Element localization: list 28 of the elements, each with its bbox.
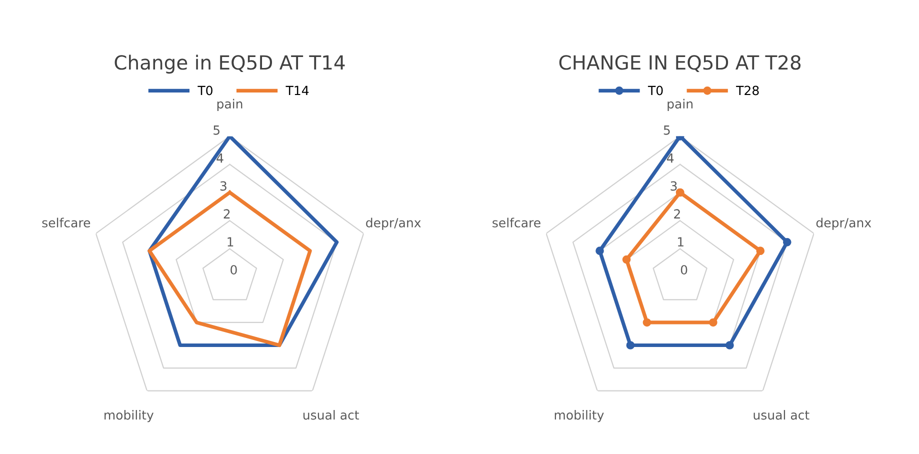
chart-title: CHANGE IN EQ5D AT T28: [559, 55, 801, 72]
legend-label: T28: [736, 86, 759, 96]
y-tick-label: 5: [664, 126, 670, 135]
spoke-label: depr/anx: [816, 218, 872, 230]
spoke-label: mobility: [554, 410, 604, 422]
legend-label: T14: [286, 86, 309, 96]
legend-label: T0: [648, 86, 663, 96]
y-tick-label: 1: [678, 237, 684, 246]
y-tick-label: 4: [666, 153, 674, 163]
spoke-label: usual act: [303, 410, 359, 420]
spoke-label: pain: [668, 98, 692, 111]
y-tick-label: 3: [670, 181, 677, 191]
spoke-label: depr/anx: [366, 218, 421, 230]
legend-label: T0: [198, 86, 212, 96]
y-tick-label: 1: [228, 237, 234, 246]
chart-title: Change in EQ5D AT T14: [114, 54, 345, 74]
y-tick-label: 0: [230, 265, 237, 275]
spoke-label: pain: [217, 98, 242, 111]
spoke-label: usual act: [754, 410, 810, 420]
y-tick-label: 3: [220, 181, 226, 191]
spoke-label: selfcare: [42, 218, 90, 228]
y-tick-label: 4: [216, 153, 224, 163]
spoke-label: selfcare: [492, 218, 540, 228]
y-tick-label: 0: [680, 265, 688, 275]
y-tick-label: 2: [224, 209, 230, 218]
y-tick-label: 2: [674, 209, 680, 218]
spoke-label: mobility: [104, 410, 154, 422]
y-tick-label: 5: [214, 126, 220, 135]
